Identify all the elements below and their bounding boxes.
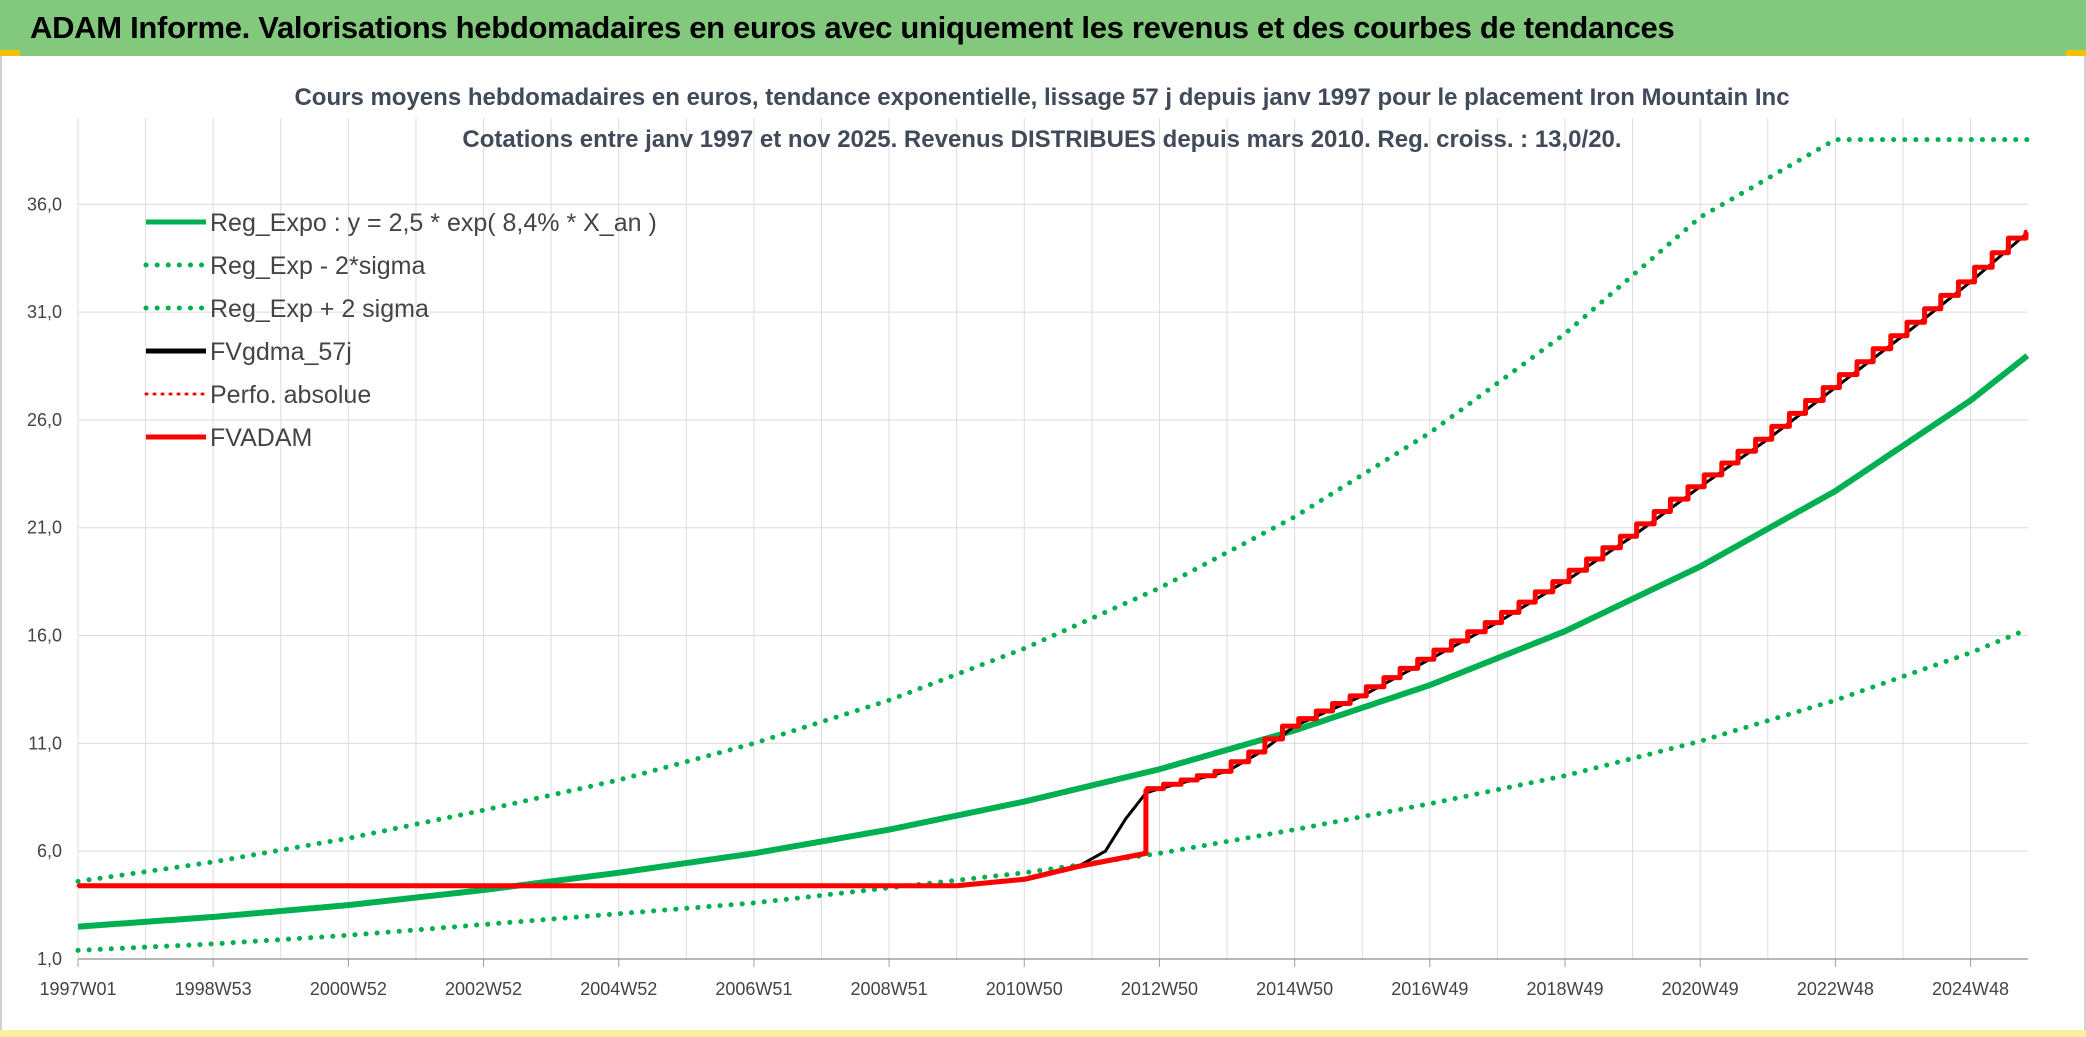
y-tick-label: 36,0 [27,194,62,214]
x-tick-label: 2008W51 [851,979,928,999]
x-tick-label: 2010W50 [986,979,1063,999]
chart-frame: 1,0 6,0 11,0 16,0 21,0 26,0 31,0 36,0 1997W01 199… [0,56,2086,1037]
x-tick-label: 2002W52 [445,979,522,999]
series-line-5 [76,230,2029,888]
x-tick-label: 2012W50 [1121,979,1198,999]
legend-label: FVADAM [210,424,312,452]
x-tick-label: 2022W48 [1797,979,1874,999]
x-tick-label: 2006W51 [715,979,792,999]
legend-label: Reg_Exp - 2*sigma [210,252,425,280]
x-tick-label: 2020W49 [1662,979,1739,999]
banner-corner-left [0,50,20,56]
axis-layer: 1,0 6,0 11,0 16,0 21,0 26,0 31,0 36,0 1997W01 199… [27,194,2028,999]
banner-corner-right [2066,50,2086,56]
y-tick-label: 16,0 [27,626,62,646]
legend-label: FVgdma_57j [210,338,352,366]
x-tick-label: 2000W52 [310,979,387,999]
x-tick-label: 2014W50 [1256,979,1333,999]
series-layer [75,137,2030,953]
x-tick-label: 2016W49 [1391,979,1468,999]
series-line-3 [75,137,2030,884]
legend-label: Reg_Exp + 2 sigma [210,295,429,323]
top-banner: ADAM Informe. Valorisations hebdomadaire… [0,0,2086,56]
banner-title: ADAM Informe. Valorisations hebdomadaire… [30,10,1675,45]
bottom-bar [0,1030,2086,1037]
chart-subtitle: Cotations entre janv 1997 et nov 2025. R… [462,126,1621,153]
series-line-4 [77,231,2029,888]
series-line-1 [76,353,2030,930]
y-tick-label: 6,0 [37,841,62,861]
legend-layer: Reg_Expo : y = 2,5 * exp( 8,4% * X_an ) R… [143,209,657,452]
legend-label: Reg_Expo : y = 2,5 * exp( 8,4% * X_an ) [210,209,657,237]
legend-label: Perfo. absolue [210,381,371,409]
grid-layer [77,118,2028,960]
x-tick-label: 1998W53 [175,979,252,999]
x-tick-label: 2024W48 [1932,979,2009,999]
x-tick-label: 2018W49 [1526,979,1603,999]
chart-svg: 1,0 6,0 11,0 16,0 21,0 26,0 31,0 36,0 1997W01 199… [27,84,2030,999]
y-tick-label: 26,0 [27,410,62,430]
y-tick-label: 1,0 [37,949,62,969]
series-line-6 [76,229,2029,889]
y-tick-label: 31,0 [27,302,62,322]
x-tick-label: 1997W01 [39,979,116,999]
chart-title: Cours moyens hebdomadaires en euros, ten… [294,84,1789,111]
x-tick-label: 2004W52 [580,979,657,999]
y-tick-label: 11,0 [28,733,62,753]
series-line-2 [75,626,2030,953]
y-tick-label: 21,0 [27,518,62,538]
